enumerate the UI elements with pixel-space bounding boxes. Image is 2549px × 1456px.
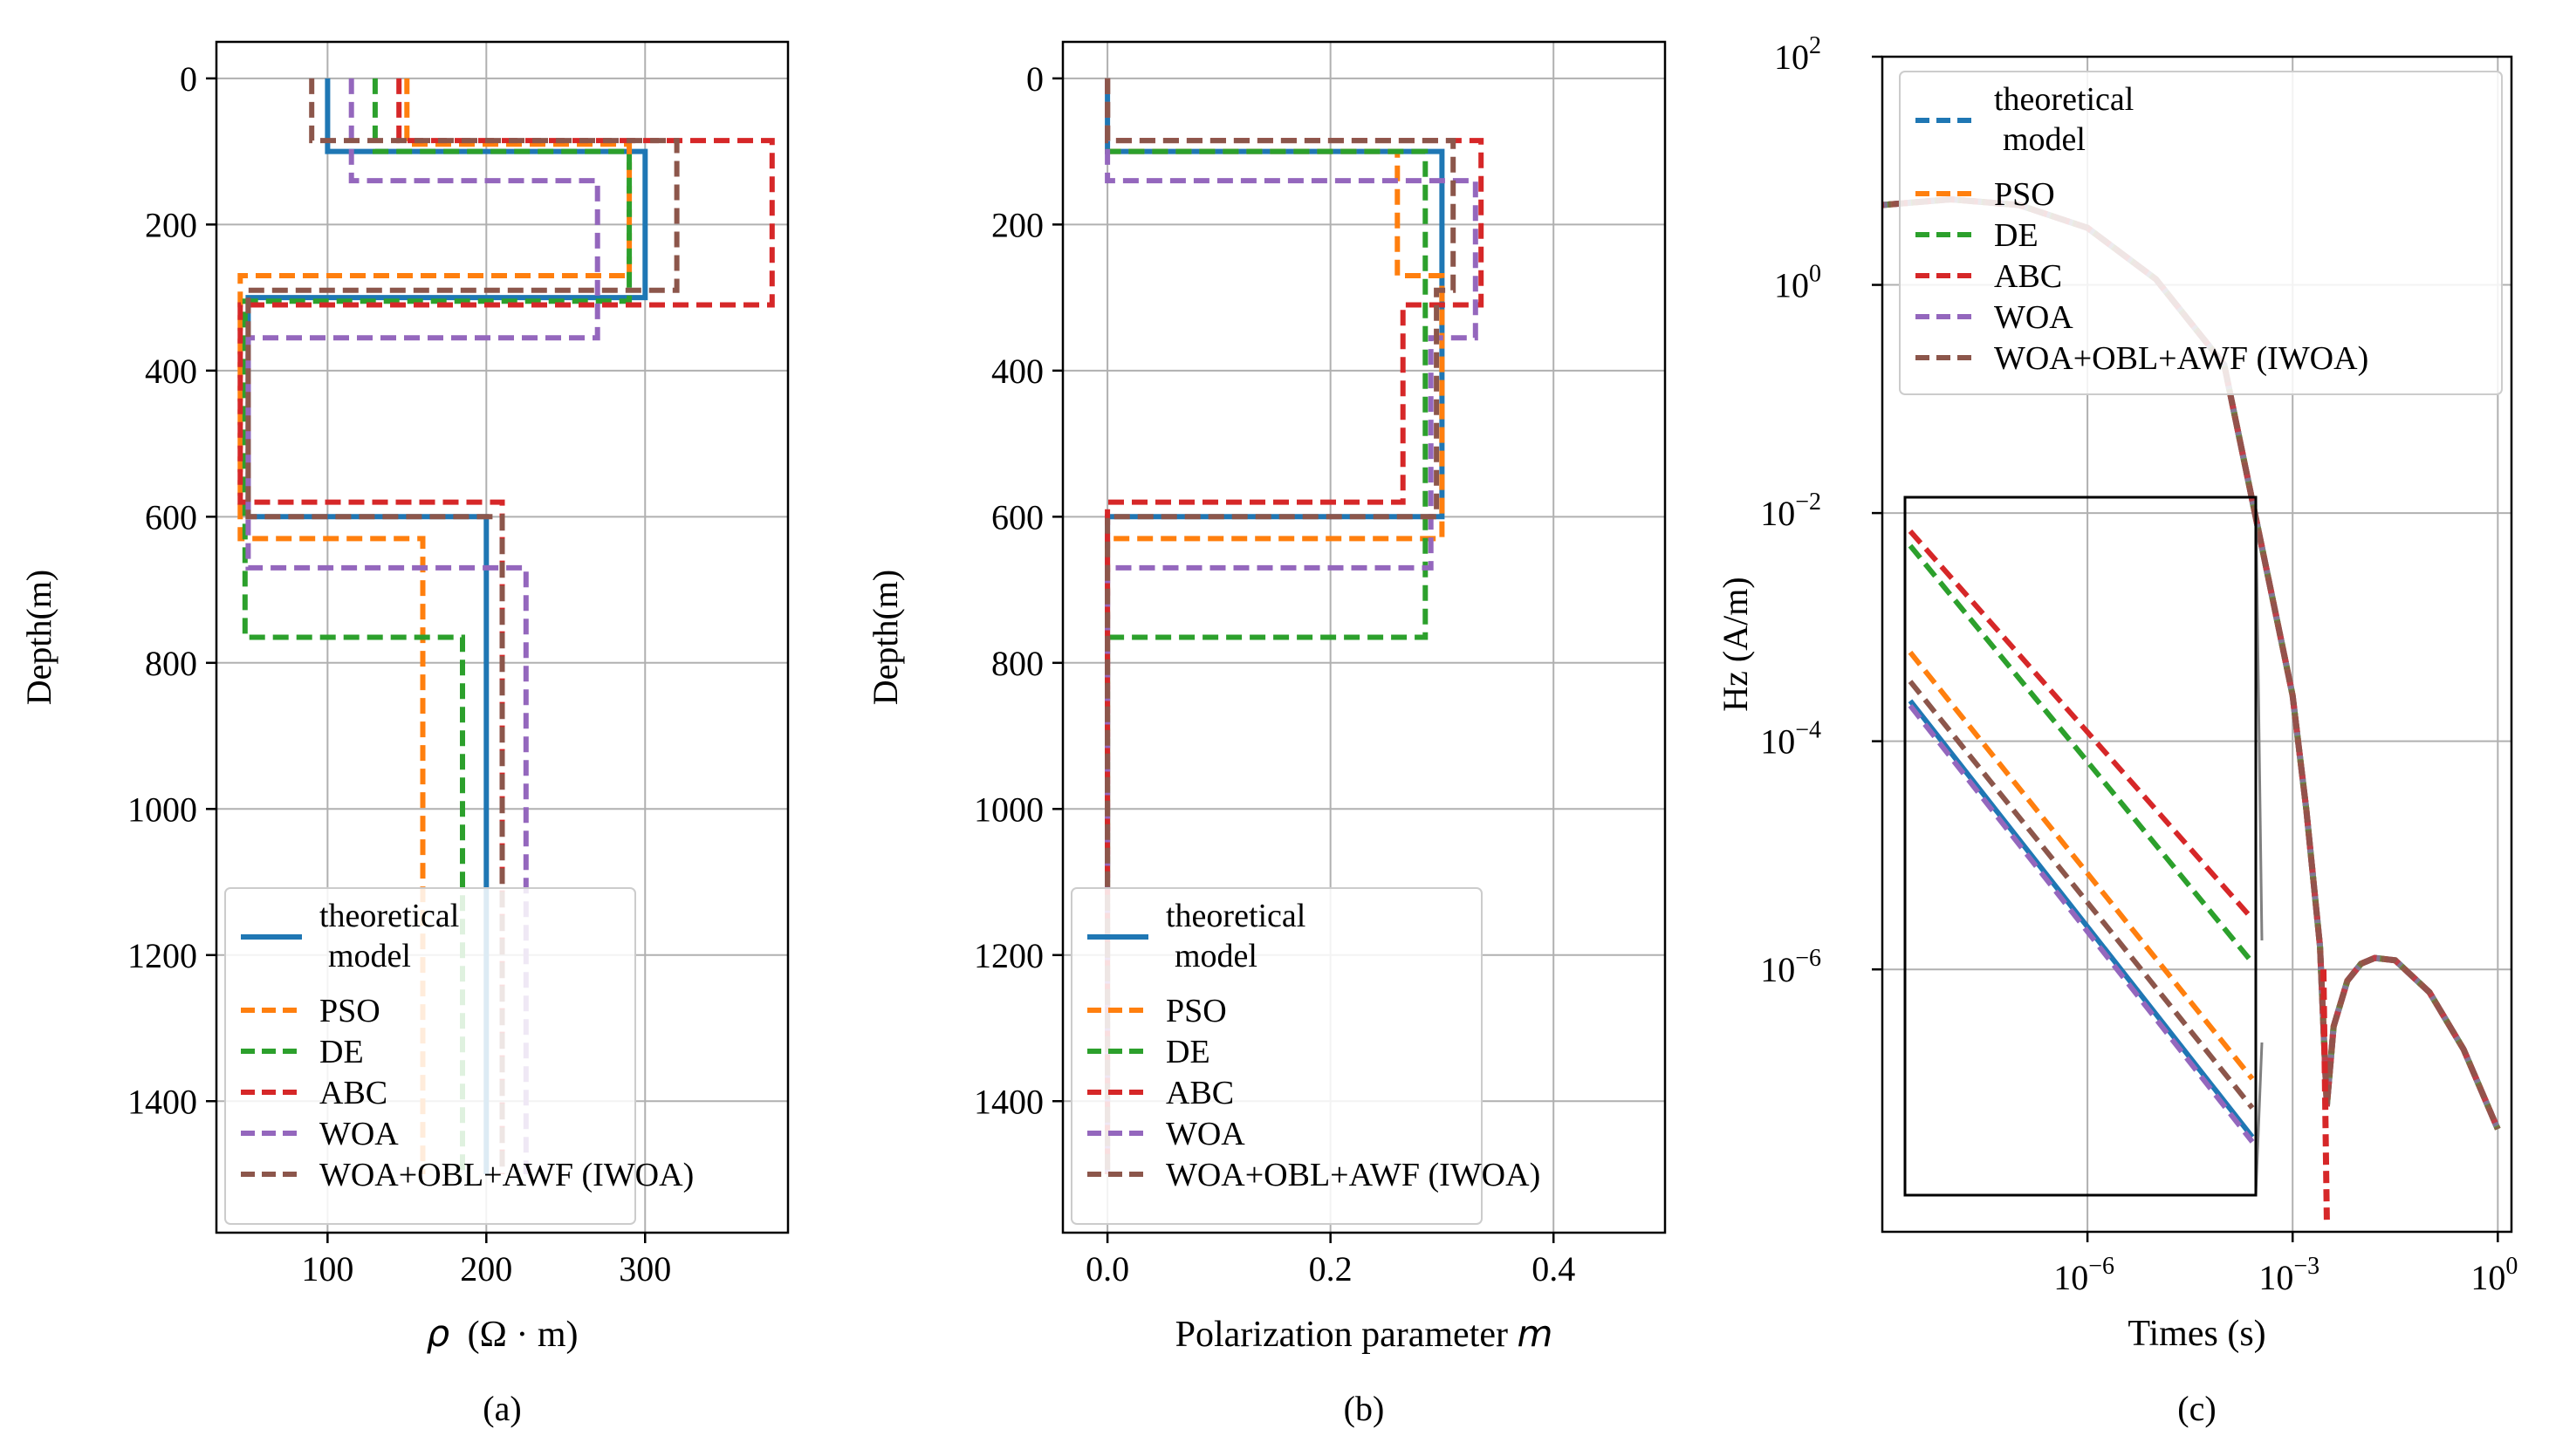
legend-label: ABC [319,1075,387,1111]
legend: theoretical model PSO DE ABC WOA WOA+OBL+AWF (… [224,887,694,1225]
x-tick-label: 10−6 [2053,1253,2114,1297]
y-tick-label: 1200 [974,936,1044,975]
y-tick-label: 1200 [127,936,197,975]
y-tick-label: 600 [991,497,1044,537]
y-tick-label: 10−2 [1760,489,1821,533]
inset-frame [1903,496,2258,1197]
panel-b-chart: 0.0 0.2 0.4 0 200 400 600 800 1000 1200 1400 Depth… [866,40,1667,1428]
x-axis-label: Polarization parameter m [1175,1312,1553,1355]
legend-label: DE [1166,1034,1210,1070]
y-axis-label: Hz (A/m) [1716,577,1755,711]
panel-label: (b) [1344,1389,1385,1428]
y-tick-label: 1400 [974,1082,1044,1121]
series-line [237,78,775,1174]
panel-label: (a) [483,1389,521,1428]
legend-label: model [2003,121,2086,158]
inset-series-line [1908,680,2255,1110]
y-tick-label: 1000 [127,790,197,829]
y-tick-label: 400 [145,352,197,391]
plot-frame [1881,55,2513,1234]
panel-c-chart: 10−6 10−3 100 102 100 10−2 10−4 10−6 Hz (A/m) T… [1716,32,2518,1428]
series-line [1105,78,1478,1174]
legend-label: theoretical [1166,898,1305,934]
y-tick-label: 100 [1774,261,1821,305]
inset-series-line [1908,704,2255,1144]
legend-label: WOA+OBL+AWF (IWOA) [1994,340,2368,377]
x-tick-label: 0.2 [1309,1249,1353,1289]
x-axis-label: Times (s) [2128,1314,2265,1354]
x-tick-label: 100 [301,1249,353,1289]
inset-series-line [1908,529,2255,921]
legend-box [1071,887,1483,1225]
y-tick-label: 800 [145,644,197,683]
legend-label: ABC [1994,258,2062,295]
legend-box [224,887,636,1225]
legend-box [1899,71,2503,395]
plot-frame [1061,40,1667,1234]
y-tick-label: 10−6 [1760,945,1821,989]
series-line [1105,78,1456,1174]
y-tick-label: 800 [991,644,1044,683]
x-axis-label: ρ (Ω · m) [426,1312,578,1355]
legend-label: theoretical [1994,81,2134,118]
x-tick-label: 10−3 [2258,1253,2319,1297]
y-tick-label: 600 [145,497,197,537]
inset-series-line [1908,650,2255,1081]
legend-label: WOA [1994,299,2073,336]
series-line [245,78,600,1174]
y-tick-label: 0 [1026,59,1044,99]
panel-a-chart: 100 200 300 0 200 400 600 800 1000 1200 1400 Depth… [19,40,790,1428]
legend-label: WOA+OBL+AWF (IWOA) [1166,1157,1540,1193]
series-line [2319,969,2330,1220]
legend-label: PSO [319,993,380,1029]
legend-label: WOA [1166,1116,1245,1152]
x-tick-label: 300 [619,1249,671,1289]
y-axis-label: Depth(m) [866,570,905,706]
legend-label: model [1175,938,1257,974]
panel-label: (c) [2177,1389,2216,1428]
plot-frame [215,40,790,1234]
y-tick-label: 200 [145,205,197,244]
y-tick-label: 200 [991,205,1044,244]
inset-series-line [1908,543,2255,965]
legend-label: model [328,938,411,974]
y-tick-label: 102 [1774,32,1821,77]
legend-label: theoretical [319,898,459,934]
legend: theoretical model PSO DE ABC WOA WOA+OBL+AWF (… [1071,887,1540,1225]
x-tick-label: 0.4 [1531,1249,1575,1289]
series-line [1105,78,1445,882]
y-tick-label: 1000 [974,790,1044,829]
y-tick-label: 1400 [127,1082,197,1121]
y-tick-label: 0 [180,59,197,99]
x-tick-label: 0.0 [1086,1249,1129,1289]
inset-series-line [1908,699,2255,1139]
x-tick-label: 100 [2470,1253,2518,1297]
legend-label: DE [319,1034,364,1070]
series-line [237,78,633,1174]
series-line [242,78,633,1174]
legend-label: PSO [1994,176,2055,213]
legend-label: WOA+OBL+AWF (IWOA) [319,1157,694,1193]
zoom-inset [1903,496,2264,1197]
y-tick-label: 400 [991,352,1044,391]
series-line [245,78,680,1174]
y-tick-label: 10−4 [1760,717,1821,762]
y-axis-label: Depth(m) [19,570,58,706]
legend-label: DE [1994,217,2039,254]
legend-label: ABC [1166,1075,1234,1111]
x-tick-label: 200 [460,1249,512,1289]
legend-label: PSO [1166,993,1227,1029]
legend-label: WOA [319,1116,399,1152]
